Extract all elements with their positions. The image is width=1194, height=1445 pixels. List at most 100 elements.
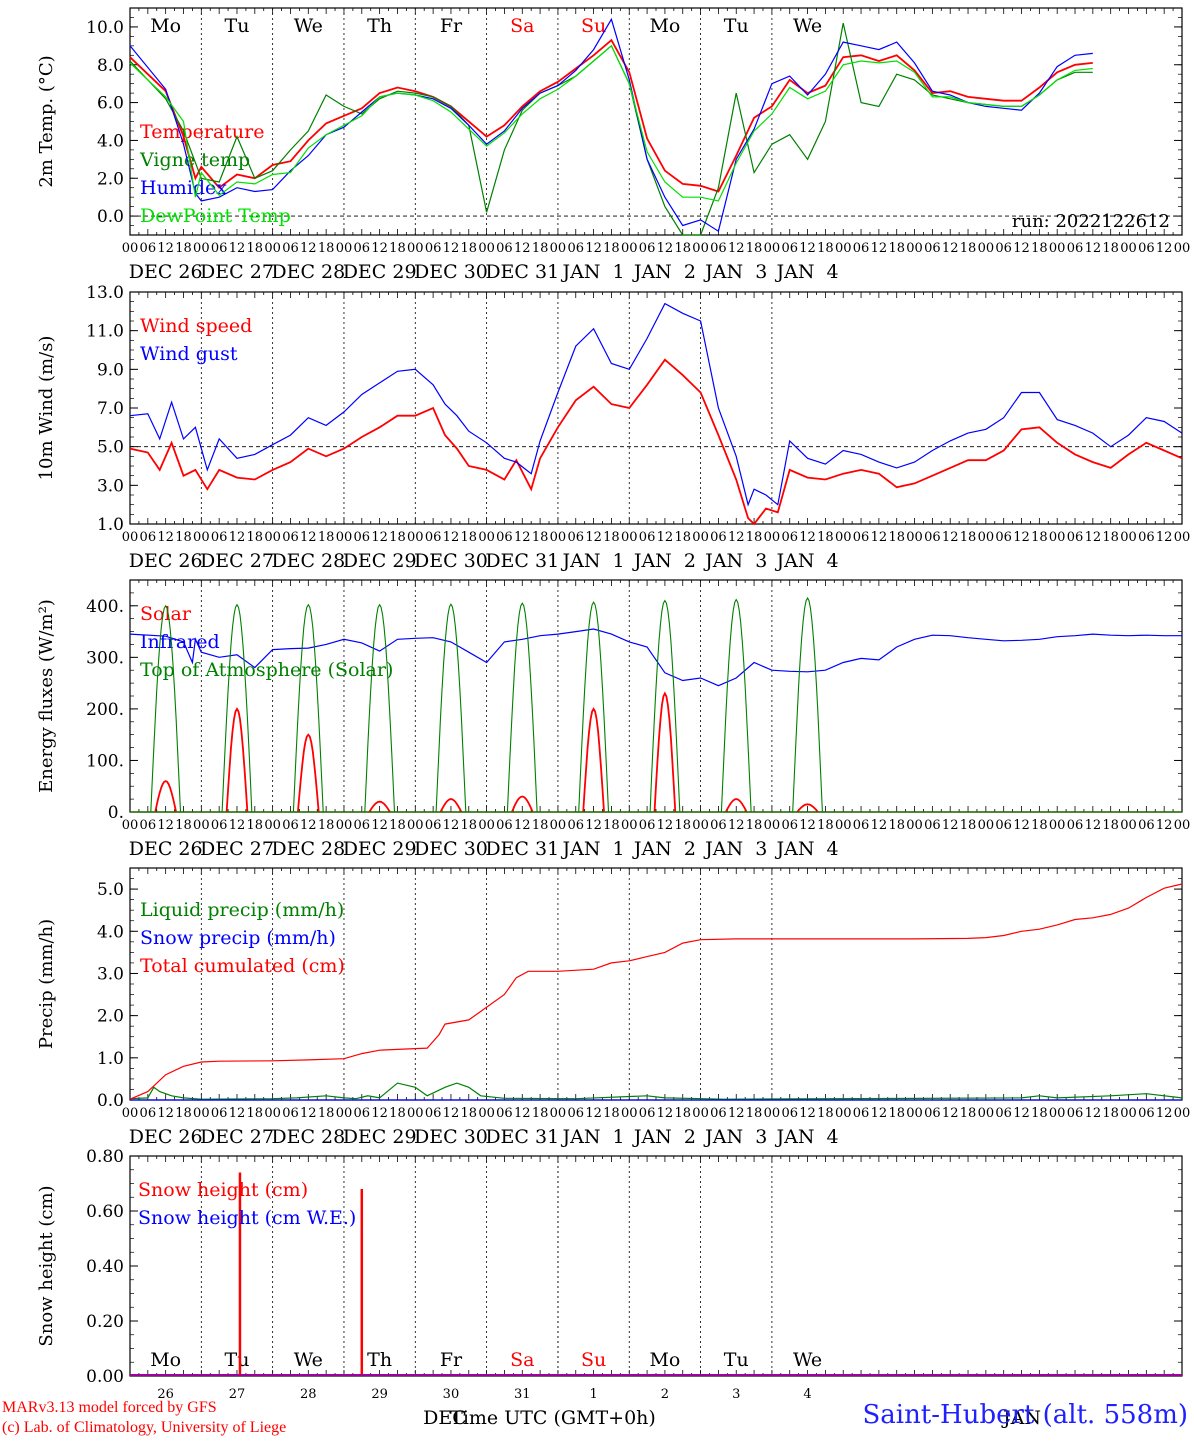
hour-label: 06 xyxy=(567,530,584,545)
hour-label: 18 xyxy=(746,241,763,256)
hour-label: 06 xyxy=(995,1106,1012,1121)
hour-label: 06 xyxy=(710,1106,727,1121)
date-number: 30 xyxy=(443,1387,460,1402)
hour-label: 12 xyxy=(942,530,959,545)
y-tick-label: 8.0 xyxy=(97,56,124,76)
hour-label: 18 xyxy=(1102,818,1119,833)
y-tick-label: 7.0 xyxy=(97,399,124,419)
hour-label: 18 xyxy=(603,1106,620,1121)
hour-label: 00 xyxy=(550,530,567,545)
day-label: Th xyxy=(367,1349,392,1371)
hour-label: 06 xyxy=(1138,818,1155,833)
series-line xyxy=(129,22,1093,236)
hour-label: 00 xyxy=(835,530,852,545)
date-label: JAN 4 xyxy=(774,261,838,283)
hour-label: 00 xyxy=(1174,818,1191,833)
hour-label: 12 xyxy=(1013,241,1030,256)
hour-label: 06 xyxy=(354,1106,371,1121)
hour-label: 18 xyxy=(603,530,620,545)
day-label: Mo xyxy=(150,1349,181,1371)
hour-label: 00 xyxy=(1174,530,1191,545)
series-line xyxy=(129,302,1183,507)
hour-label: 00 xyxy=(692,241,709,256)
hour-label: 06 xyxy=(853,1106,870,1121)
hour-label: 06 xyxy=(1067,530,1084,545)
hour-label: 06 xyxy=(567,241,584,256)
y-tick-label: 6.0 xyxy=(97,94,124,114)
date-label: DEC 26 xyxy=(129,1126,203,1148)
hour-label: 00 xyxy=(835,241,852,256)
date-label: DEC 30 xyxy=(414,1126,488,1148)
y-tick-label: 10.0 xyxy=(86,18,124,38)
hour-label: 00 xyxy=(550,1106,567,1121)
date-label: JAN 1 xyxy=(561,550,625,572)
hour-label: 06 xyxy=(924,241,941,256)
date-number: 26 xyxy=(157,1387,174,1402)
day-label: Fr xyxy=(440,15,463,37)
hour-label: 00 xyxy=(692,530,709,545)
date-label: DEC 27 xyxy=(200,838,274,860)
hour-label: 00 xyxy=(621,818,638,833)
day-label: Su xyxy=(581,15,606,37)
hour-label: 00 xyxy=(764,241,781,256)
hour-label: 18 xyxy=(817,818,834,833)
legend-label: Top of Atmosphere (Solar) xyxy=(140,659,393,681)
hour-label: 18 xyxy=(247,530,264,545)
hour-label: 00 xyxy=(906,818,923,833)
hour-label: 06 xyxy=(282,530,299,545)
panel-frame xyxy=(129,7,1183,236)
date-label: JAN 3 xyxy=(703,1126,767,1148)
date-label: DEC 28 xyxy=(271,261,345,283)
date-number: 1 xyxy=(589,1387,597,1402)
hour-label: 00 xyxy=(407,818,424,833)
hour-label: 00 xyxy=(478,530,495,545)
y-tick-label: 1.0 xyxy=(97,1049,124,1069)
run-annotation: run: 2022122612 xyxy=(1012,211,1170,232)
hour-label: 12 xyxy=(1013,530,1030,545)
hour-label: 18 xyxy=(960,1106,977,1121)
date-label: JAN 4 xyxy=(774,838,838,860)
y-tick-label: 9.0 xyxy=(97,360,124,380)
date-label: DEC 27 xyxy=(200,550,274,572)
hour-label: 12 xyxy=(514,1106,531,1121)
hour-label: 06 xyxy=(1067,241,1084,256)
hour-label: 12 xyxy=(799,1106,816,1121)
hour-label: 06 xyxy=(354,241,371,256)
y-tick-label: 2.0 xyxy=(97,169,124,189)
y-tick-label: 1.0 xyxy=(97,515,124,535)
day-label: Tu xyxy=(225,15,250,37)
hour-label: 18 xyxy=(674,530,691,545)
hour-label: 06 xyxy=(425,818,442,833)
series-line xyxy=(150,596,823,813)
date-label: JAN 2 xyxy=(632,261,696,283)
hour-label: 00 xyxy=(407,1106,424,1121)
hour-label: 18 xyxy=(532,1106,549,1121)
hour-label: 06 xyxy=(781,1106,798,1121)
hour-label: 06 xyxy=(1067,1106,1084,1121)
hour-label: 18 xyxy=(888,241,905,256)
hour-label: 00 xyxy=(336,1106,353,1121)
y-tick-label: 0.00 xyxy=(86,1367,124,1387)
hour-label: 00 xyxy=(336,241,353,256)
hour-label: 12 xyxy=(157,530,174,545)
hour-label: 06 xyxy=(211,1106,228,1121)
hour-label: 06 xyxy=(1138,241,1155,256)
hour-label: 18 xyxy=(175,530,192,545)
hour-label: 18 xyxy=(1102,530,1119,545)
date-label: JAN 4 xyxy=(774,1126,838,1148)
hour-label: 12 xyxy=(585,530,602,545)
y-tick-label: 4.0 xyxy=(97,922,124,942)
hour-label: 06 xyxy=(211,241,228,256)
hour-label: 18 xyxy=(674,818,691,833)
y-tick-label: 400. xyxy=(86,597,124,617)
hour-label: 12 xyxy=(585,241,602,256)
date-number: 29 xyxy=(371,1387,388,1402)
hour-label: 12 xyxy=(1085,818,1102,833)
hour-label: 00 xyxy=(122,1106,139,1121)
hour-label: 12 xyxy=(443,241,460,256)
hour-label: 06 xyxy=(425,530,442,545)
legend-label: Total cumulated (cm) xyxy=(140,955,345,977)
y-tick-label: 0.40 xyxy=(86,1257,124,1277)
y-tick-label: 0.0 xyxy=(97,207,124,227)
date-number: 27 xyxy=(229,1387,246,1402)
